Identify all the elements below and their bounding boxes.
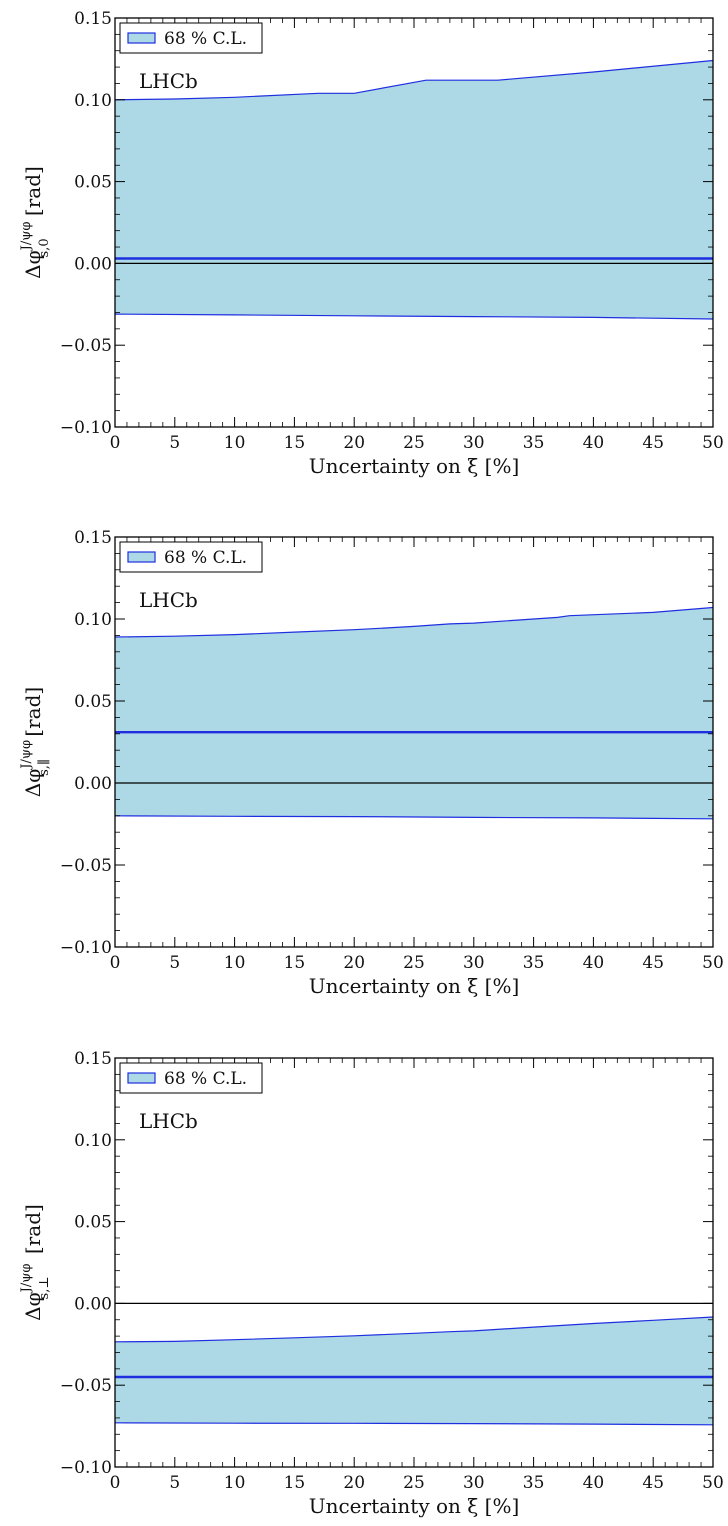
x-tick-label: 50	[702, 433, 724, 453]
y-label-unit: [rad]	[21, 1204, 45, 1260]
y-label-subscript: s,0	[37, 238, 52, 257]
band-68cl	[115, 607, 713, 819]
y-tick-label: 0.15	[74, 9, 112, 29]
y-tick-label: 0.00	[74, 1294, 112, 1314]
y-label-superscript: J/ψφ	[19, 740, 34, 771]
y-label-subscript: s,⊥	[37, 1276, 52, 1299]
band-lower-edge	[114, 815, 714, 820]
band-lower-edge	[114, 313, 714, 320]
y-tick-label: 0.05	[74, 1213, 112, 1233]
x-axis-label: Uncertainty on ξ [%]	[309, 454, 520, 478]
legend-label: 68 % C.L.	[164, 1069, 247, 1089]
x-tick-label: 35	[523, 433, 545, 453]
x-tick-label: 50	[702, 953, 724, 973]
x-tick-label: 10	[224, 953, 246, 973]
y-tick-label: −0.05	[60, 1376, 112, 1396]
y-tick-label: −0.05	[60, 856, 112, 876]
x-tick-label: 20	[343, 1473, 365, 1493]
x-tick-label: 40	[583, 433, 605, 453]
y-label-superscript: J/ψφ	[19, 221, 34, 252]
y-tick-label: 0.15	[74, 1049, 112, 1069]
band-upper-edge	[114, 606, 714, 638]
x-axis-label: Uncertainty on ξ [%]	[309, 974, 520, 998]
x-tick-label: 0	[110, 953, 121, 973]
y-axis-label: ΔφJ/ψφ s,∥ [rad]	[19, 687, 52, 797]
band-68cl	[115, 1317, 713, 1425]
chart-panel-1: 0 5 10 15 20 25 30 35 40 45 50 −0.10 −0.05 0.00 0.05 0.…	[19, 528, 724, 998]
y-tick-label: 0.10	[74, 91, 112, 111]
lhcb-annotation: LHCb	[139, 1109, 198, 1133]
x-tick-label: 25	[403, 433, 425, 453]
y-label-symbol: Δφ	[21, 1292, 45, 1320]
x-tick-label: 30	[463, 953, 485, 973]
band-upper-edge	[114, 59, 714, 101]
x-tick-label: 15	[284, 1473, 306, 1493]
y-tick-label: 0.05	[74, 173, 112, 193]
band-upper-edge	[114, 1316, 714, 1343]
x-tick-label: 45	[642, 1473, 664, 1493]
x-tick-label: 15	[284, 953, 306, 973]
x-tick-label: 25	[403, 953, 425, 973]
y-tick-label: 0.00	[74, 774, 112, 794]
y-label-unit: [rad]	[21, 166, 45, 222]
x-tick-label: 20	[343, 953, 365, 973]
x-tick-label: 5	[169, 1473, 180, 1493]
x-tick-label: 45	[642, 433, 664, 453]
x-tick-label: 40	[583, 953, 605, 973]
legend-label: 68 % C.L.	[164, 29, 247, 49]
x-tick-label: 35	[523, 953, 545, 973]
x-tick-label: 30	[463, 433, 485, 453]
legend-swatch	[127, 32, 156, 44]
x-tick-label: 40	[583, 1473, 605, 1493]
x-tick-label: 50	[702, 1473, 724, 1493]
x-tick-label: 5	[169, 433, 180, 453]
legend-swatch	[127, 1072, 156, 1084]
chart-panel-0: 0 5 10 15 20 25 30 35 40 45 50 −0.10 −0.05 0.00 0.05 0.…	[19, 9, 724, 478]
y-tick-label: 0.10	[74, 610, 112, 630]
y-axis-label: ΔφJ/ψφ s,0 [rad]	[19, 166, 52, 279]
y-tick-label: −0.10	[60, 418, 112, 438]
y-axis-label: ΔφJ/ψφ s,⊥ [rad]	[19, 1204, 52, 1321]
y-tick-label: −0.10	[60, 938, 112, 958]
x-tick-label: 0	[110, 433, 121, 453]
y-label-symbol: Δφ	[21, 769, 45, 797]
x-tick-label: 25	[403, 1473, 425, 1493]
y-tick-label: 0.05	[74, 692, 112, 712]
x-tick-label: 10	[224, 1473, 246, 1493]
y-tick-label: 0.15	[74, 528, 112, 548]
lhcb-annotation: LHCb	[139, 588, 198, 612]
x-tick-label: 35	[523, 1473, 545, 1493]
y-label-symbol: Δφ	[21, 250, 45, 278]
band-68cl	[115, 60, 713, 319]
y-label-unit: [rad]	[21, 687, 45, 743]
x-tick-label: 10	[224, 433, 246, 453]
x-tick-label: 45	[642, 953, 664, 973]
x-tick-label: 5	[169, 953, 180, 973]
x-tick-label: 30	[463, 1473, 485, 1493]
x-tick-label: 15	[284, 433, 306, 453]
legend-swatch	[127, 551, 156, 563]
y-label-superscript: J/ψφ	[19, 1263, 34, 1294]
y-tick-label: −0.05	[60, 336, 112, 356]
y-tick-label: −0.10	[60, 1458, 112, 1478]
y-tick-label: 0.10	[74, 1131, 112, 1151]
x-axis-label: Uncertainty on ξ [%]	[309, 1494, 520, 1518]
legend-label: 68 % C.L.	[164, 548, 247, 568]
x-tick-label: 0	[110, 1473, 121, 1493]
y-tick-label: 0.00	[74, 254, 112, 274]
x-tick-label: 20	[343, 433, 365, 453]
y-label-subscript: s,∥	[37, 759, 52, 776]
chart-panel-2: 0 5 10 15 20 25 30 35 40 45 50 −0.10 −0.05 0.00 0.05 0.…	[19, 1049, 724, 1518]
lhcb-annotation: LHCb	[139, 69, 198, 93]
band-lower-edge	[114, 1422, 714, 1426]
